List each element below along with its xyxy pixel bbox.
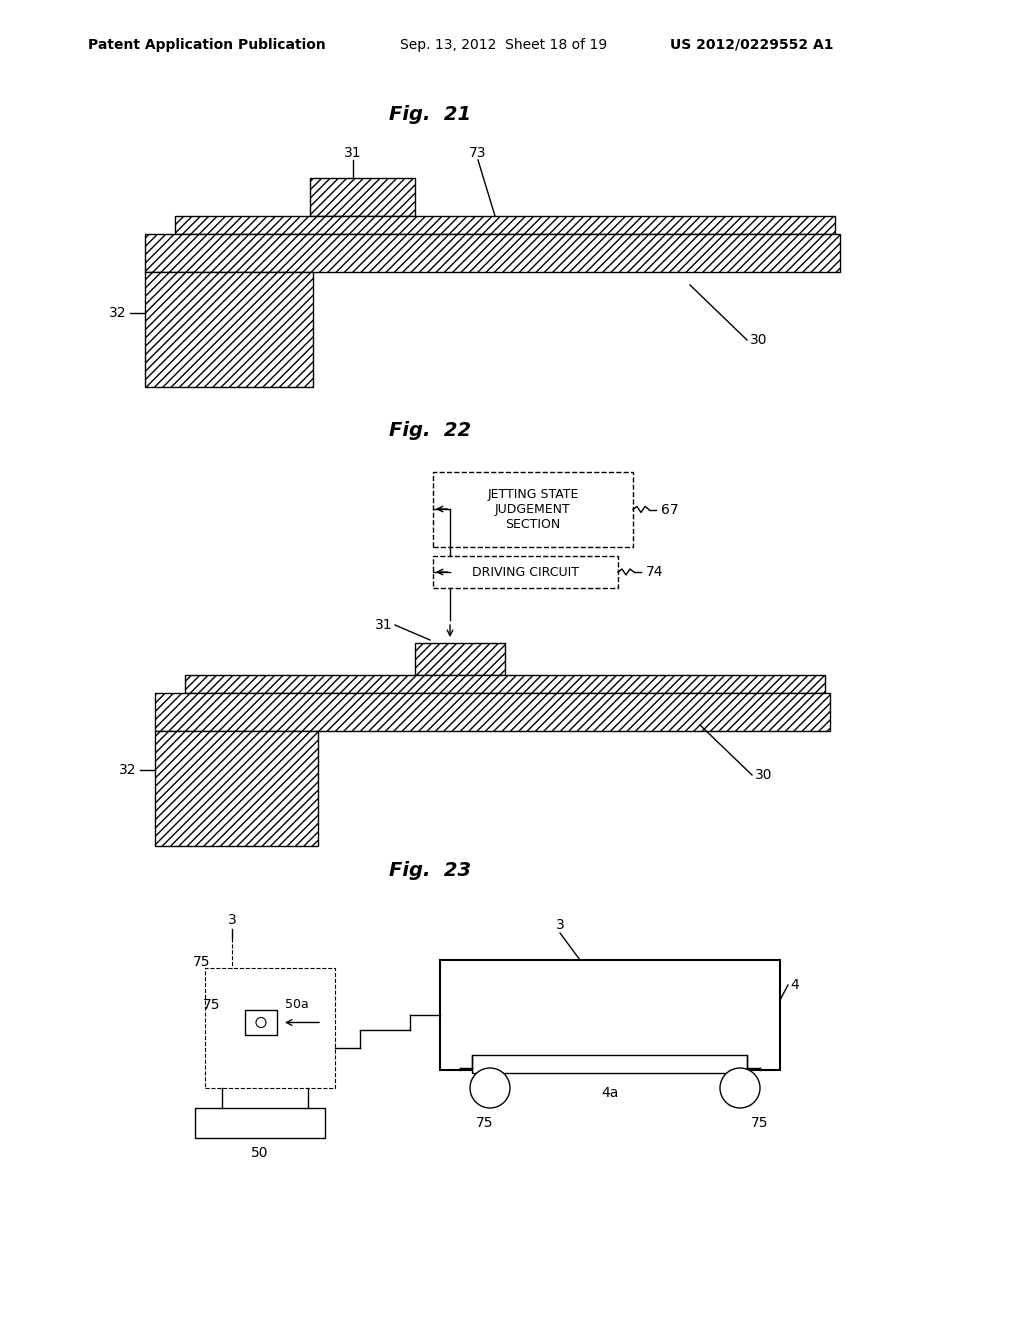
Bar [155,693,830,731]
Text: 74: 74 [646,565,664,579]
Bar [440,960,780,1071]
Bar [433,556,618,587]
Text: 32: 32 [119,763,137,777]
Text: 3: 3 [556,917,564,932]
Text: 4: 4 [790,978,799,993]
Circle shape [256,1018,266,1027]
Bar [185,675,825,693]
Text: 31: 31 [376,618,393,632]
Text: JETTING STATE
JUDGEMENT
SECTION: JETTING STATE JUDGEMENT SECTION [487,488,579,531]
Text: Fig.  21: Fig. 21 [389,106,471,124]
Text: Fig.  22: Fig. 22 [389,421,471,440]
Bar [145,234,840,272]
Bar [175,216,835,234]
Text: 3: 3 [227,913,237,927]
Text: 75: 75 [193,954,210,969]
Text: Fig.  23: Fig. 23 [389,861,471,879]
Bar [472,1055,746,1073]
Text: Sep. 13, 2012  Sheet 18 of 19: Sep. 13, 2012 Sheet 18 of 19 [400,38,607,51]
Text: 30: 30 [750,333,768,347]
Text: DRIVING CIRCUIT: DRIVING CIRCUIT [472,565,579,578]
Text: 75: 75 [476,1115,494,1130]
Bar [415,643,505,675]
Text: 50: 50 [251,1146,268,1160]
Text: 31: 31 [344,147,361,160]
Bar [245,1010,278,1035]
Text: 75: 75 [203,998,220,1012]
Circle shape [720,1068,760,1107]
Text: 32: 32 [110,306,127,319]
Text: Patent Application Publication: Patent Application Publication [88,38,326,51]
Text: 30: 30 [755,768,772,781]
Bar [205,968,335,1088]
Bar [155,731,318,846]
Text: 73: 73 [469,147,486,160]
Text: 50a: 50a [285,998,309,1011]
Bar [195,1107,325,1138]
Text: US 2012/0229552 A1: US 2012/0229552 A1 [670,38,834,51]
Text: 4a: 4a [601,1086,618,1100]
Text: 75: 75 [752,1115,769,1130]
Bar [433,473,633,546]
Text: 67: 67 [662,503,679,516]
Bar [310,178,415,216]
Bar [145,272,313,387]
Circle shape [470,1068,510,1107]
